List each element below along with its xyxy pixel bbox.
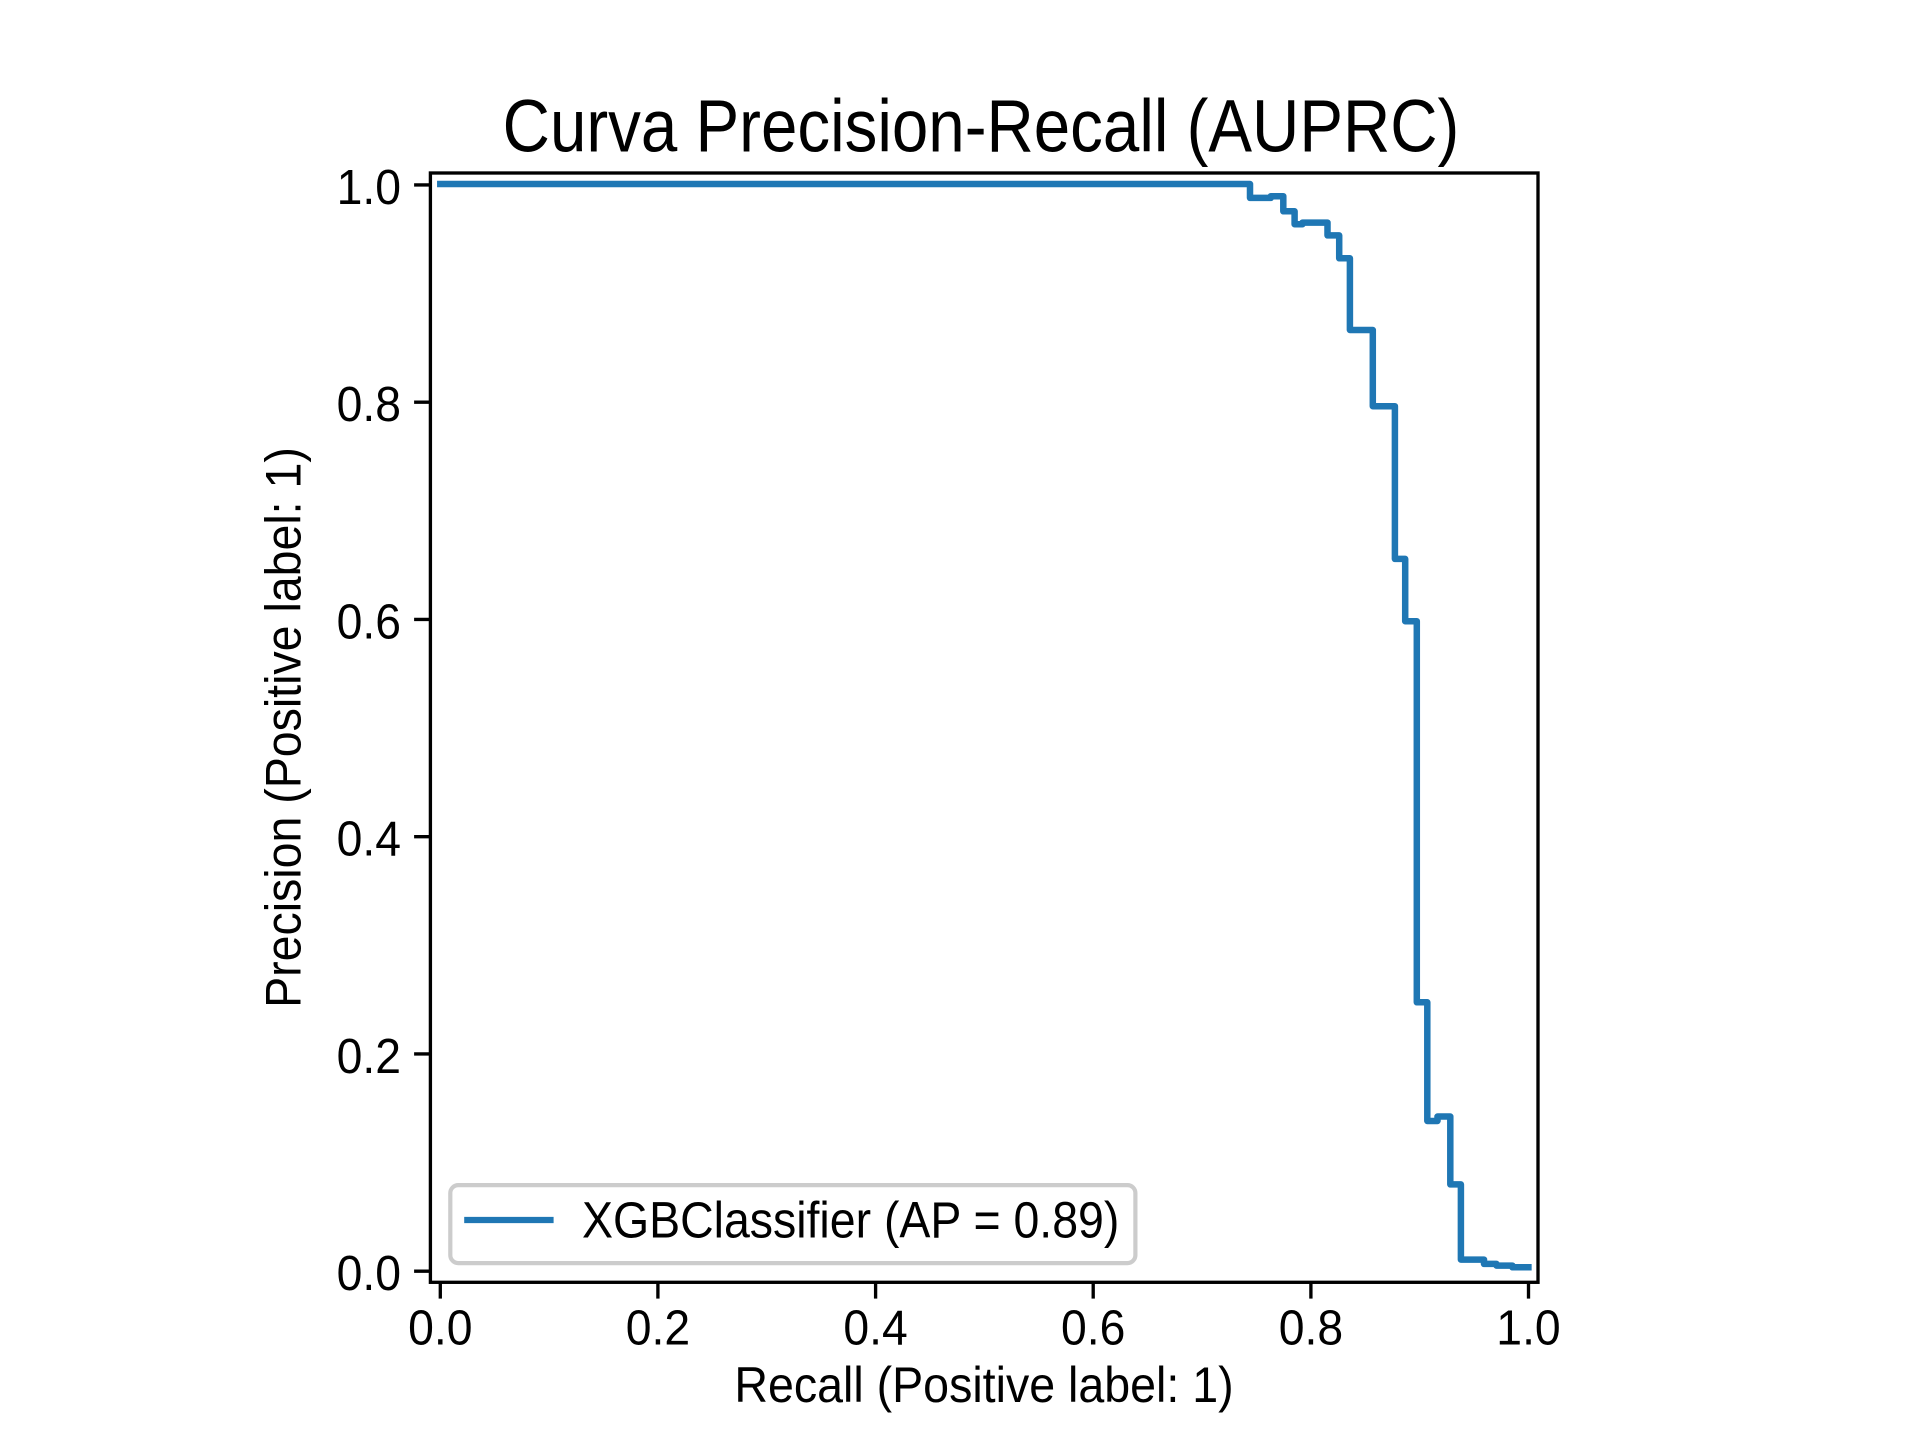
svg-text:Precision (Positive label: 1): Precision (Positive label: 1) [256,447,312,1008]
svg-text:Recall (Positive label: 1): Recall (Positive label: 1) [734,1357,1233,1413]
svg-text:0.2: 0.2 [337,1030,401,1085]
svg-text:0.4: 0.4 [843,1301,907,1356]
svg-text:0.8: 0.8 [1279,1301,1343,1356]
svg-text:XGBClassifier (AP = 0.89): XGBClassifier (AP = 0.89) [582,1193,1119,1249]
svg-text:1.0: 1.0 [1496,1301,1560,1356]
svg-text:0.6: 0.6 [337,595,401,650]
svg-text:0.4: 0.4 [337,812,401,867]
svg-text:0.0: 0.0 [408,1301,472,1356]
svg-text:0.6: 0.6 [1061,1301,1125,1356]
svg-text:Curva Precision-Recall (AUPRC): Curva Precision-Recall (AUPRC) [503,85,1460,168]
svg-text:0.8: 0.8 [337,378,401,433]
svg-text:0.2: 0.2 [626,1301,690,1356]
svg-text:1.0: 1.0 [337,161,401,216]
svg-text:0.0: 0.0 [337,1247,401,1302]
